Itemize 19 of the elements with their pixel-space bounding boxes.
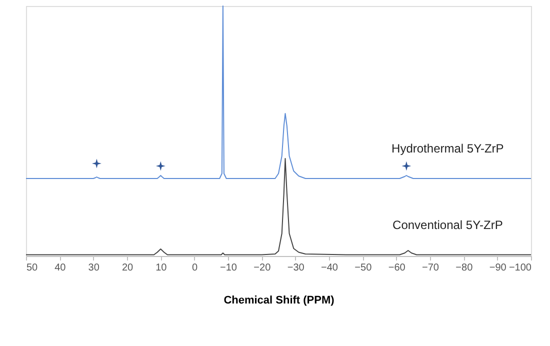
x-tick-label: −100	[508, 262, 532, 274]
x-tick-label: 50	[26, 262, 38, 274]
x-tick-label: −60	[388, 262, 406, 274]
x-tick-label: −10	[220, 262, 238, 274]
x-tick-label: −70	[422, 262, 440, 274]
series-label: Conventional 5Y-ZrP	[392, 218, 503, 232]
x-tick-label: −80	[456, 262, 474, 274]
series-label: Hydrothermal 5Y-ZrP	[392, 142, 504, 156]
x-axis-title: Chemical Shift (PPM)	[224, 294, 335, 306]
x-tick-label: −50	[354, 262, 372, 274]
x-tick-label: −20	[254, 262, 272, 274]
x-tick-label: −30	[287, 262, 305, 274]
x-tick-label: 0	[192, 262, 198, 274]
x-tick-label: 40	[54, 262, 66, 274]
x-tick-label: 20	[122, 262, 134, 274]
x-tick-label: 10	[156, 262, 168, 274]
x-tick-label: 30	[88, 262, 100, 274]
x-tick-label: −40	[321, 262, 338, 274]
x-tick-label: −90	[489, 262, 507, 274]
